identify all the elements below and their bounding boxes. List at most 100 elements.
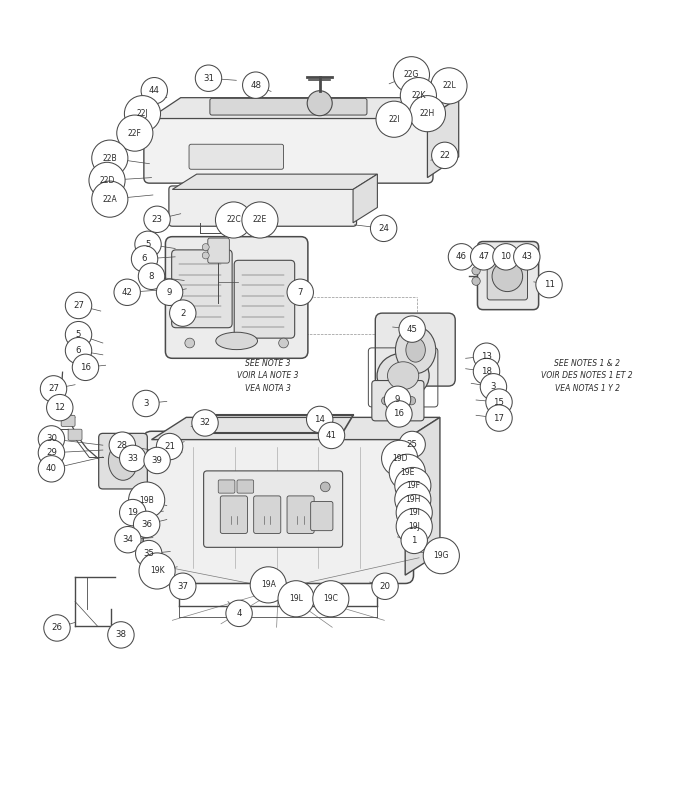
Text: 19F: 19F xyxy=(406,481,420,490)
Circle shape xyxy=(141,78,167,104)
Text: 19H: 19H xyxy=(405,495,420,504)
FancyBboxPatch shape xyxy=(56,402,70,413)
Text: 23: 23 xyxy=(152,214,163,224)
Text: 35: 35 xyxy=(143,549,154,558)
Text: 39: 39 xyxy=(152,456,163,465)
Circle shape xyxy=(65,338,92,364)
Polygon shape xyxy=(172,174,377,190)
Circle shape xyxy=(472,277,480,286)
Circle shape xyxy=(156,434,183,460)
Text: 15: 15 xyxy=(493,398,505,406)
Ellipse shape xyxy=(395,326,436,374)
Circle shape xyxy=(226,600,252,626)
Text: 45: 45 xyxy=(407,325,418,334)
Circle shape xyxy=(120,499,146,526)
Circle shape xyxy=(400,78,436,114)
FancyBboxPatch shape xyxy=(144,113,433,183)
Circle shape xyxy=(215,202,252,238)
Text: 25: 25 xyxy=(407,440,418,449)
Circle shape xyxy=(115,526,141,553)
Text: 36: 36 xyxy=(141,520,152,529)
Text: 2: 2 xyxy=(180,309,186,318)
Text: 28: 28 xyxy=(117,441,128,450)
Circle shape xyxy=(243,72,269,98)
Text: 26: 26 xyxy=(51,623,63,633)
Text: 22B: 22B xyxy=(102,154,117,162)
Circle shape xyxy=(395,397,404,405)
Circle shape xyxy=(395,482,431,518)
Text: 19K: 19K xyxy=(149,566,165,575)
Circle shape xyxy=(65,322,92,348)
Polygon shape xyxy=(149,98,459,118)
FancyBboxPatch shape xyxy=(487,253,528,300)
Text: 3: 3 xyxy=(491,382,496,391)
Circle shape xyxy=(185,338,195,348)
Circle shape xyxy=(38,440,65,466)
Text: 19I: 19I xyxy=(408,508,420,517)
Circle shape xyxy=(486,389,512,415)
Circle shape xyxy=(40,376,67,402)
Text: 21: 21 xyxy=(164,442,175,451)
Text: 16: 16 xyxy=(80,363,91,372)
Text: 19L: 19L xyxy=(289,594,303,603)
Circle shape xyxy=(472,266,480,275)
Text: 46: 46 xyxy=(456,252,467,262)
Circle shape xyxy=(307,90,332,116)
Circle shape xyxy=(120,445,146,471)
Circle shape xyxy=(399,316,425,342)
Circle shape xyxy=(376,101,412,138)
Text: 48: 48 xyxy=(250,81,261,90)
Circle shape xyxy=(396,509,432,545)
FancyBboxPatch shape xyxy=(204,471,343,547)
Circle shape xyxy=(395,467,431,503)
Circle shape xyxy=(117,115,153,151)
Text: 22H: 22H xyxy=(420,109,435,118)
Circle shape xyxy=(133,390,159,417)
Circle shape xyxy=(133,511,160,538)
Circle shape xyxy=(386,401,412,427)
Text: 17: 17 xyxy=(493,414,505,422)
Text: SEE NOTE 3
VOIR LA NOTE 3
VEA NOTA 3: SEE NOTE 3 VOIR LA NOTE 3 VEA NOTA 3 xyxy=(237,358,298,393)
Text: 38: 38 xyxy=(115,630,126,639)
Circle shape xyxy=(448,244,475,270)
Circle shape xyxy=(156,279,183,306)
Text: 19J: 19J xyxy=(408,522,420,531)
Text: 5: 5 xyxy=(145,240,151,249)
Text: 19: 19 xyxy=(127,508,138,517)
Circle shape xyxy=(170,573,196,599)
Circle shape xyxy=(144,206,170,233)
Circle shape xyxy=(72,354,99,381)
Text: 19C: 19C xyxy=(323,594,338,603)
Text: 10: 10 xyxy=(500,252,512,262)
Circle shape xyxy=(38,426,65,452)
Circle shape xyxy=(279,338,288,348)
FancyBboxPatch shape xyxy=(68,429,82,440)
Text: 27: 27 xyxy=(48,384,59,394)
Text: 22G: 22G xyxy=(404,70,419,79)
Ellipse shape xyxy=(388,362,418,390)
FancyBboxPatch shape xyxy=(375,313,455,386)
Text: 3: 3 xyxy=(143,399,149,408)
Circle shape xyxy=(480,374,507,400)
Circle shape xyxy=(423,538,459,574)
Text: 34: 34 xyxy=(122,535,133,544)
FancyBboxPatch shape xyxy=(220,496,247,534)
Text: 16: 16 xyxy=(393,410,404,418)
Text: 27: 27 xyxy=(73,301,84,310)
Circle shape xyxy=(536,271,562,298)
Circle shape xyxy=(399,431,425,458)
Circle shape xyxy=(202,244,209,250)
Text: 22I: 22I xyxy=(389,114,400,124)
Text: 4: 4 xyxy=(236,609,242,618)
Text: 22L: 22L xyxy=(442,82,456,90)
Circle shape xyxy=(92,181,128,218)
Circle shape xyxy=(320,482,330,492)
Circle shape xyxy=(242,202,278,238)
Text: 22J: 22J xyxy=(137,109,148,118)
Circle shape xyxy=(92,140,128,176)
Circle shape xyxy=(473,358,500,385)
Circle shape xyxy=(389,454,425,490)
Circle shape xyxy=(393,57,430,93)
Ellipse shape xyxy=(108,442,138,480)
Text: 33: 33 xyxy=(127,454,138,463)
